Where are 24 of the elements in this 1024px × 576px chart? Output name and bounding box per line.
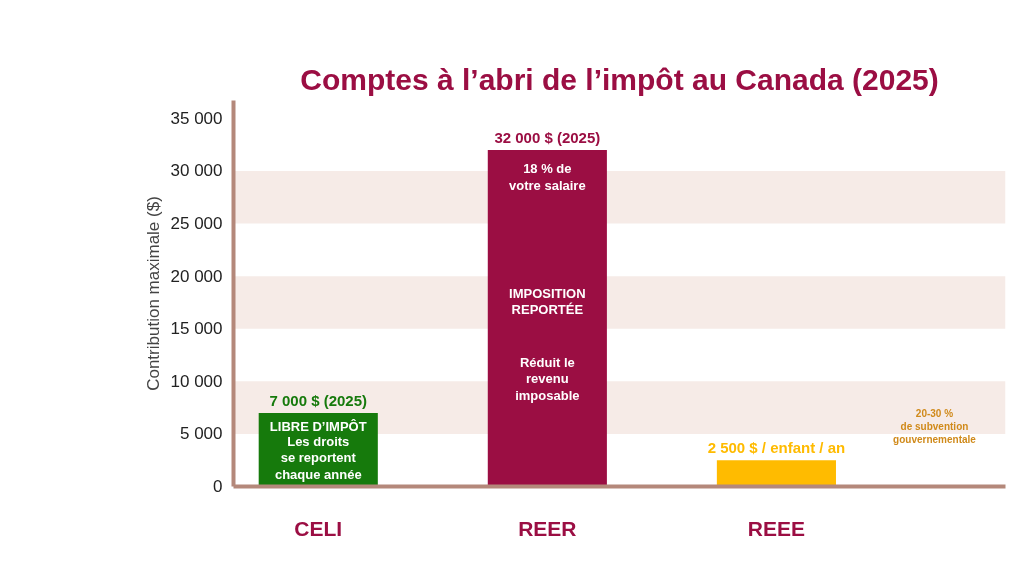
data-label: 7 000 $ (2025) <box>269 391 368 409</box>
annotation: 20-30 % de subvention gouvernementale <box>893 408 977 445</box>
chart-title: Comptes à l’abri de l’impôt au Canada (2025) <box>300 62 939 96</box>
x-tick-label: REER <box>518 516 577 540</box>
data-label: 2 500 $ / enfant / an <box>707 439 846 457</box>
x-tick-label: CELI <box>294 516 343 540</box>
y-axis-title: Contribution maximale ($) <box>143 196 163 391</box>
y-tick-label: 30 000 <box>170 161 223 181</box>
annotation: IMPOSITION REPORTÉE <box>509 285 586 318</box>
y-tick-label: 15 000 <box>170 319 223 339</box>
x-tick-label: REEE <box>747 516 806 540</box>
y-tick-label: 10 000 <box>170 371 223 391</box>
annotation: Les droits se reportent chaque année <box>274 433 362 482</box>
data-label: 32 000 $ (2025) <box>494 128 601 146</box>
bar <box>716 460 836 487</box>
y-tick-label: 0 <box>213 477 223 496</box>
bar <box>487 149 607 487</box>
y-tick-label: 5 000 <box>179 424 223 444</box>
y-tick-label: 20 000 <box>170 266 223 286</box>
annotation: LIBRE D’IMPÔT <box>269 419 367 435</box>
y-tick-label: 35 000 <box>170 108 223 128</box>
annotation: 18 % de votre salaire <box>509 161 586 193</box>
y-tick-label: 25 000 <box>170 214 223 234</box>
annotation: Réduit le revenu imposable <box>515 354 580 403</box>
